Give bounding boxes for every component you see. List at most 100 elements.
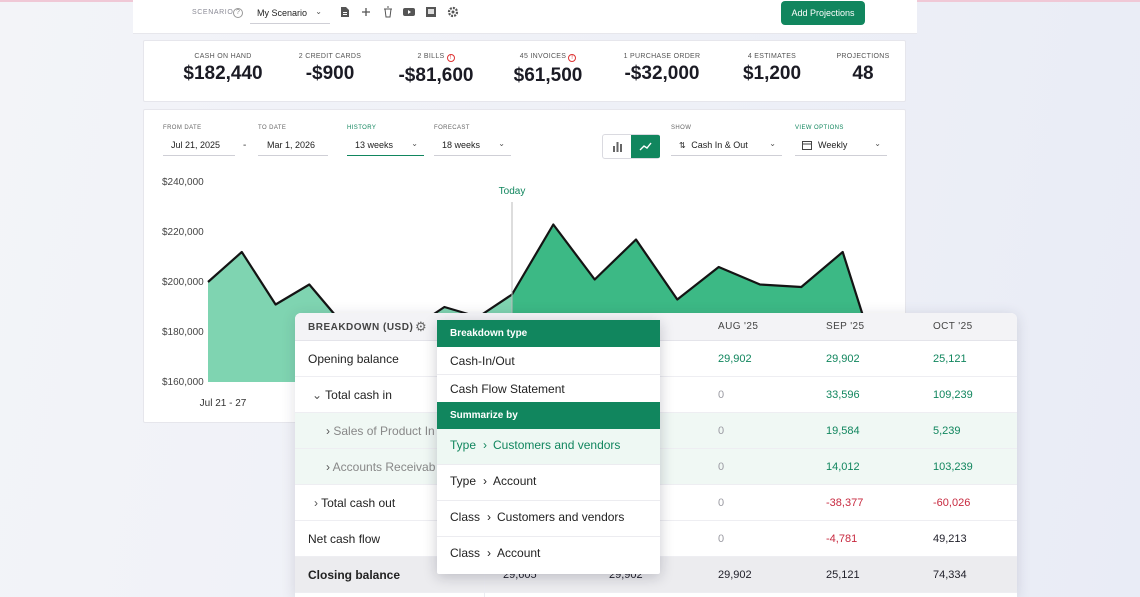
row-label[interactable]: Closing balance [308, 568, 400, 582]
show-value: Cash In & Out [691, 140, 748, 150]
table-cell: -38,377 [826, 497, 864, 509]
row-label[interactable]: Net cash flow [308, 532, 380, 546]
y-axis-tick-label: $220,000 [162, 227, 204, 238]
stat-value: $1,200 [742, 63, 802, 84]
chevron-down-icon: ⌄ [874, 139, 881, 148]
warning-icon: ! [568, 54, 577, 62]
breakdown-options-dropdown: Breakdown type Cash-In/Out Cash Flow Sta… [437, 320, 660, 574]
date-range-dash: - [243, 140, 247, 151]
plus-icon[interactable] [360, 6, 372, 18]
stat-4-estimates[interactable]: 4 ESTIMATES $1,200 [717, 53, 827, 85]
y-axis-tick-label: $160,000 [162, 377, 204, 388]
history-select[interactable]: 13 weeks ⌄ [347, 135, 424, 156]
trash-icon[interactable] [382, 6, 394, 18]
stat-label: 1 PURCHASE ORDER [623, 53, 701, 60]
line-chart-icon [639, 142, 652, 151]
breakdown-title: BREAKDOWN (USD) [308, 322, 414, 333]
chart-type-toggle [602, 134, 660, 159]
to-date-label: TO DATE [258, 125, 287, 131]
scenario-label: SCENARIO [192, 9, 234, 16]
chevron-right-icon: › [483, 438, 488, 452]
stat-value: $182,440 [183, 63, 263, 84]
row-label[interactable]: Opening balance [308, 352, 399, 366]
stat-label: 45 INVOICES! [493, 53, 603, 62]
to-date-input[interactable]: Mar 1, 2026 [258, 135, 328, 156]
table-cell: 29,902 [826, 353, 860, 365]
show-select[interactable]: ⇅ Cash In & Out ⌄ [671, 135, 782, 156]
chevron-right-icon: › [314, 496, 322, 510]
chevron-right-icon: › [487, 546, 492, 560]
stat-2-bills[interactable]: 2 BILLS! -$81,600 [381, 53, 491, 87]
row-label[interactable]: › Total cash out [314, 496, 395, 510]
row-label[interactable]: › Sales of Product In [326, 424, 435, 438]
y-axis-tick-label: $200,000 [162, 277, 204, 288]
forecast-line [511, 223, 886, 383]
option-group: Type [450, 438, 477, 452]
stat-45-invoices[interactable]: 45 INVOICES! $61,500 [493, 53, 603, 87]
line-chart-toggle[interactable] [631, 135, 660, 158]
stat-value: -$81,600 [398, 65, 474, 86]
column-header-oct: OCT '25 [933, 321, 973, 332]
table-cell: -60,026 [933, 497, 971, 509]
image-icon[interactable] [425, 6, 437, 18]
from-date-value: Jul 21, 2025 [171, 140, 221, 150]
chevron-right-icon: › [326, 424, 334, 438]
breakdown-type-header: Breakdown type [437, 320, 660, 347]
stat-label: 2 BILLS! [381, 53, 491, 62]
stat-value: -$900 [305, 63, 355, 84]
video-icon[interactable] [403, 6, 415, 18]
row-label-text: Total cash in [325, 388, 392, 402]
from-date-input[interactable]: Jul 21, 2025 [163, 135, 235, 156]
stat-1-purchase-order[interactable]: 1 PURCHASE ORDER -$32,000 [607, 53, 717, 85]
stat-cash-on-hand[interactable]: CASH ON HAND $182,440 [168, 53, 278, 85]
table-cell: 25,121 [933, 353, 967, 365]
gear-icon[interactable] [447, 6, 459, 18]
sort-icon: ⇅ [679, 141, 686, 150]
option-value: Customers and vendors [493, 438, 621, 452]
show-label: SHOW [671, 125, 692, 131]
stat-label: 2 CREDIT CARDS [298, 53, 362, 60]
table-cell: 25,121 [826, 569, 860, 581]
help-icon[interactable]: ? [233, 8, 243, 18]
option-class-account[interactable]: Class › Account [437, 537, 660, 573]
row-label-text: Opening balance [308, 352, 399, 366]
table-cell: 74,334 [933, 569, 967, 581]
view-options-select[interactable]: Weekly ⌄ [795, 135, 887, 156]
table-cell: 0 [718, 533, 725, 545]
stat-value: -$32,000 [624, 63, 700, 84]
to-date-value: Mar 1, 2026 [267, 140, 316, 150]
option-cash-flow-statement[interactable]: Cash Flow Statement [450, 382, 565, 396]
y-axis-tick-label: $180,000 [162, 327, 204, 338]
gear-icon[interactable]: ⚙ [415, 319, 427, 334]
row-label[interactable]: ⌄ Total cash in [312, 388, 392, 402]
table-cell: 0 [718, 389, 725, 401]
option-group: Class [450, 510, 481, 524]
history-value: 13 weeks [355, 140, 394, 150]
bar-chart-icon[interactable] [612, 141, 623, 152]
row-label-text: Net cash flow [308, 532, 381, 546]
option-type-customers-and-vendors[interactable]: Type › Customers and vendors [437, 429, 660, 465]
document-icon[interactable] [339, 6, 351, 18]
table-cell: 103,239 [933, 461, 973, 473]
add-projections-button[interactable]: Add Projections [781, 1, 865, 25]
history-label: HISTORY [347, 125, 377, 131]
table-cell: 29,902 [718, 569, 752, 581]
row-label[interactable]: › Accounts Receivab [326, 460, 435, 474]
calendar-icon [802, 141, 812, 150]
option-type-account[interactable]: Type › Account [437, 465, 660, 501]
scenario-select[interactable]: My Scenario ⌄ [250, 4, 330, 24]
table-cell: 0 [718, 461, 725, 473]
table-cell: 29,902 [718, 353, 752, 365]
top-toolbar: SCENARIO ? My Scenario ⌄ Add Projections [133, 0, 917, 34]
option-class-customers-and-vendors[interactable]: Class › Customers and vendors [437, 501, 660, 537]
stat-projections[interactable]: PROJECTIONS 48 [808, 53, 918, 85]
scenario-value: My Scenario [257, 8, 308, 18]
option-cash-in-out[interactable]: Cash-In/Out [437, 347, 660, 375]
row-label-text: Closing balance [308, 568, 401, 582]
row-label-text: Sales of Product In [333, 424, 435, 438]
stat-2-credit-cards[interactable]: 2 CREDIT CARDS -$900 [275, 53, 385, 85]
table-cell: 109,239 [933, 389, 973, 401]
forecast-select[interactable]: 18 weeks ⌄ [434, 135, 511, 156]
option-value: Customers and vendors [497, 510, 625, 524]
table-cell: 19,584 [826, 425, 860, 437]
